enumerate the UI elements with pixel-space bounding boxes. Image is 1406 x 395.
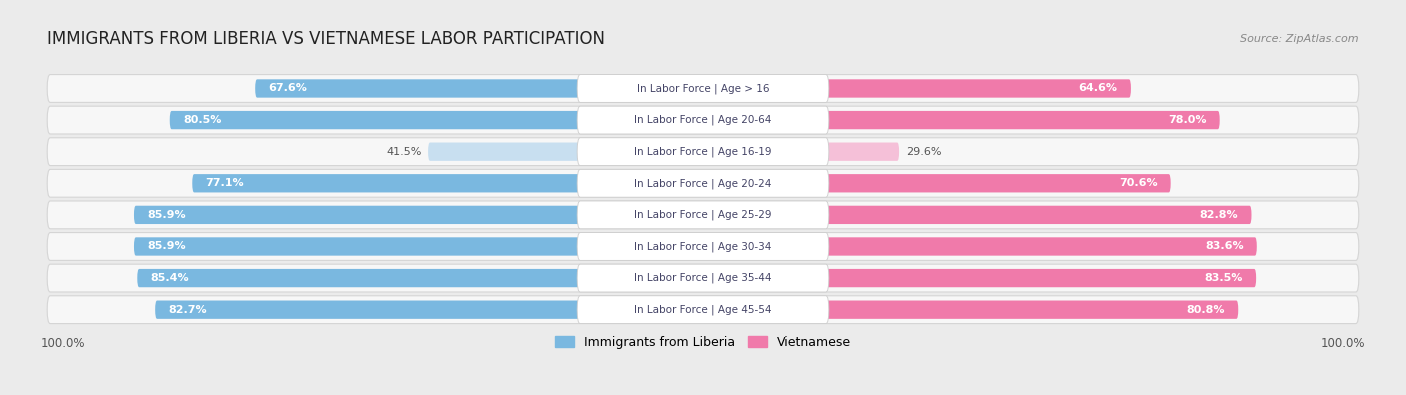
FancyBboxPatch shape [134,237,703,256]
Text: In Labor Force | Age 35-44: In Labor Force | Age 35-44 [634,273,772,283]
FancyBboxPatch shape [134,206,703,224]
FancyBboxPatch shape [48,169,1358,197]
FancyBboxPatch shape [576,233,830,260]
FancyBboxPatch shape [576,75,830,102]
FancyBboxPatch shape [703,206,1251,224]
FancyBboxPatch shape [48,75,1358,102]
Text: 64.6%: 64.6% [1078,83,1118,94]
Text: 83.6%: 83.6% [1205,241,1243,252]
FancyBboxPatch shape [155,301,703,319]
Text: 41.5%: 41.5% [387,147,422,157]
FancyBboxPatch shape [703,79,1130,98]
Text: IMMIGRANTS FROM LIBERIA VS VIETNAMESE LABOR PARTICIPATION: IMMIGRANTS FROM LIBERIA VS VIETNAMESE LA… [48,30,605,49]
FancyBboxPatch shape [703,269,1256,287]
Text: In Labor Force | Age 30-34: In Labor Force | Age 30-34 [634,241,772,252]
FancyBboxPatch shape [48,138,1358,166]
Legend: Immigrants from Liberia, Vietnamese: Immigrants from Liberia, Vietnamese [550,331,856,354]
Text: Source: ZipAtlas.com: Source: ZipAtlas.com [1240,34,1358,45]
FancyBboxPatch shape [193,174,703,192]
Text: In Labor Force | Age 20-24: In Labor Force | Age 20-24 [634,178,772,188]
Text: 77.1%: 77.1% [205,178,245,188]
FancyBboxPatch shape [427,143,703,161]
FancyBboxPatch shape [576,138,830,166]
FancyBboxPatch shape [48,201,1358,229]
Text: 82.7%: 82.7% [169,305,207,315]
Text: In Labor Force | Age 20-64: In Labor Force | Age 20-64 [634,115,772,125]
FancyBboxPatch shape [256,79,703,98]
Text: 85.4%: 85.4% [150,273,190,283]
FancyBboxPatch shape [576,201,830,229]
FancyBboxPatch shape [576,106,830,134]
FancyBboxPatch shape [576,296,830,324]
FancyBboxPatch shape [170,111,703,129]
FancyBboxPatch shape [48,233,1358,260]
Text: 85.9%: 85.9% [148,241,186,252]
Text: 82.8%: 82.8% [1199,210,1239,220]
FancyBboxPatch shape [703,174,1171,192]
Text: 83.5%: 83.5% [1205,273,1243,283]
Text: 29.6%: 29.6% [905,147,941,157]
FancyBboxPatch shape [48,296,1358,324]
FancyBboxPatch shape [703,301,1239,319]
FancyBboxPatch shape [703,237,1257,256]
Text: In Labor Force | Age 45-54: In Labor Force | Age 45-54 [634,305,772,315]
FancyBboxPatch shape [703,111,1220,129]
Text: 70.6%: 70.6% [1119,178,1157,188]
FancyBboxPatch shape [48,264,1358,292]
Text: In Labor Force | Age > 16: In Labor Force | Age > 16 [637,83,769,94]
Text: 85.9%: 85.9% [148,210,186,220]
FancyBboxPatch shape [703,143,898,161]
FancyBboxPatch shape [138,269,703,287]
Text: 80.5%: 80.5% [183,115,221,125]
Text: In Labor Force | Age 25-29: In Labor Force | Age 25-29 [634,210,772,220]
Text: 78.0%: 78.0% [1168,115,1206,125]
Text: 100.0%: 100.0% [41,337,84,350]
Text: 67.6%: 67.6% [269,83,308,94]
Text: In Labor Force | Age 16-19: In Labor Force | Age 16-19 [634,147,772,157]
FancyBboxPatch shape [576,264,830,292]
Text: 100.0%: 100.0% [1322,337,1365,350]
Text: 80.8%: 80.8% [1187,305,1225,315]
FancyBboxPatch shape [48,106,1358,134]
FancyBboxPatch shape [576,169,830,197]
